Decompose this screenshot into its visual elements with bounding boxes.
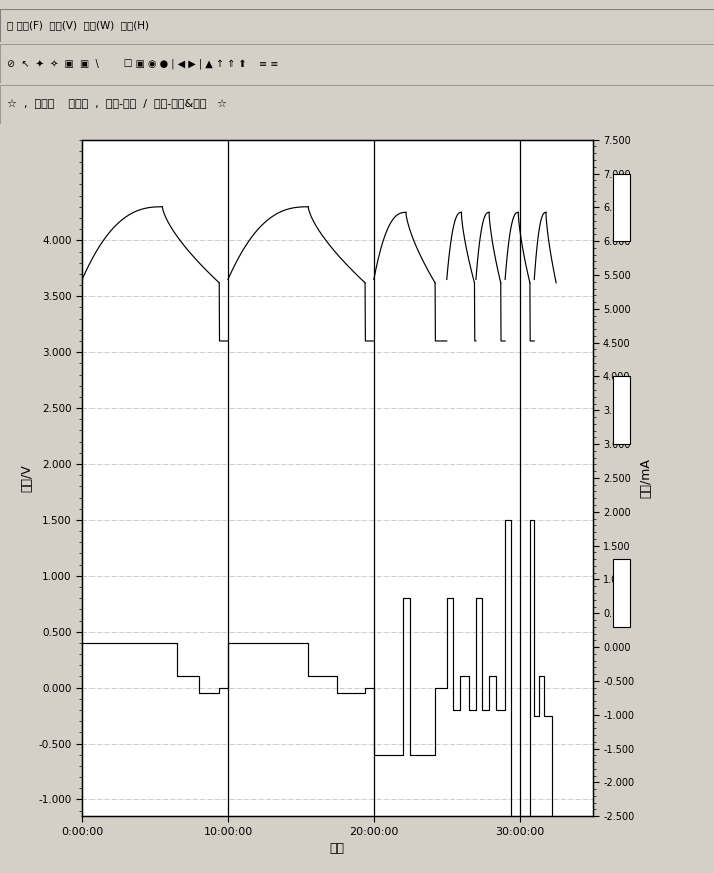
Bar	[613, 174, 630, 241]
Bar	[613, 559, 630, 627]
Y-axis label: 电压/V: 电压/V	[20, 464, 33, 491]
Text: ☆  ,  循环层    记录层  ,  容量-电压  /  时间-电压&电流   ☆: ☆ , 循环层 记录层 , 容量-电压 / 时间-电压&电流 ☆	[7, 100, 227, 109]
X-axis label: 时间: 时间	[330, 842, 345, 856]
Text: 📁 文件(F)  视图(V)  窗口(W)  帮助(H): 📁 文件(F) 视图(V) 窗口(W) 帮助(H)	[7, 20, 149, 31]
Text: ⊘  ↖  ✦  ✧  ▣  ▣  \        ☐ ▣ ◉ ● | ◀ ▶ | ▲ ↑ ⇑ ⬆    ≡ ≡: ⊘ ↖ ✦ ✧ ▣ ▣ \ ☐ ▣ ◉ ● | ◀ ▶ | ▲ ↑ ⇑ ⬆ ≡ …	[7, 58, 278, 69]
Y-axis label: 电流/mA: 电流/mA	[640, 458, 653, 498]
Bar	[613, 376, 630, 444]
